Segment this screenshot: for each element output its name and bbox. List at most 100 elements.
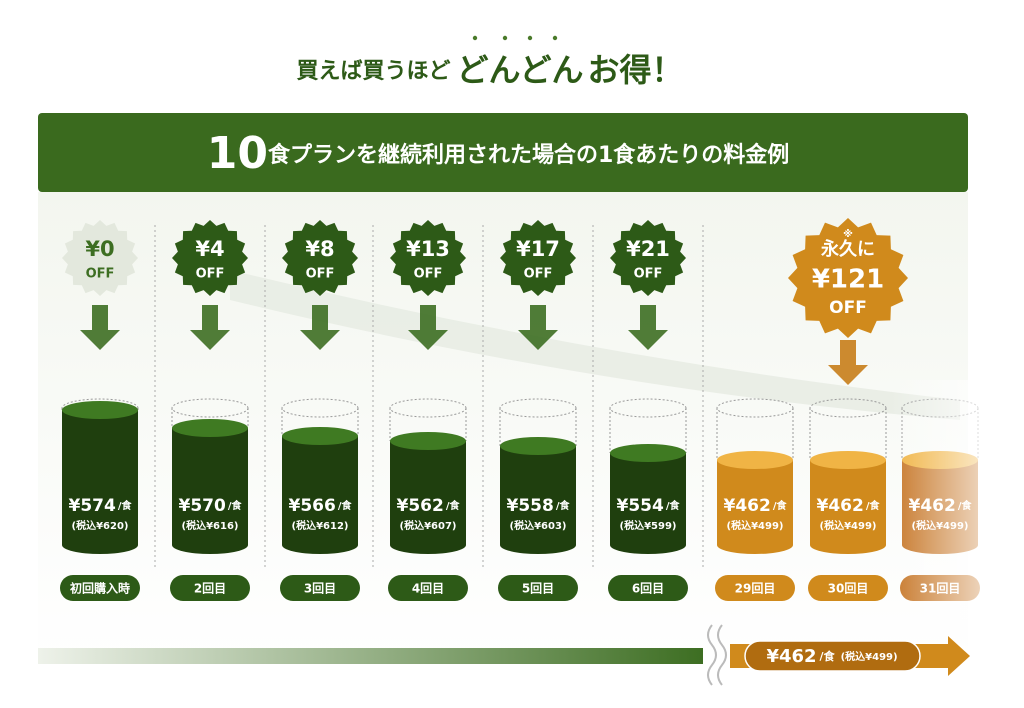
badge xyxy=(62,220,138,296)
badge-off: OFF xyxy=(196,267,225,282)
price-value: ¥566 xyxy=(289,496,336,516)
label-pill xyxy=(498,575,578,601)
label: 2回目 xyxy=(194,582,226,596)
price: ¥462/食 xyxy=(724,496,788,516)
badge xyxy=(500,220,576,296)
badge-note: ※ xyxy=(843,228,853,240)
badge-amount: ¥0 xyxy=(85,237,114,261)
label: 29回目 xyxy=(735,582,776,596)
liquid-top xyxy=(62,401,138,419)
price-unit: /食 xyxy=(556,499,571,512)
badge-off: OFF xyxy=(306,267,335,282)
liquid-top xyxy=(282,427,358,445)
label: 初回購入時 xyxy=(70,581,130,596)
price-unit: /食 xyxy=(338,499,353,512)
price-unit: /食 xyxy=(228,499,243,512)
label: 4回目 xyxy=(412,582,444,596)
price-tax: (税込¥616) xyxy=(182,519,239,532)
liquid xyxy=(717,460,793,554)
price-tax: (税込¥603) xyxy=(510,519,567,532)
down-arrow xyxy=(300,305,340,350)
footer-price: ¥462/食 (税込¥499) xyxy=(766,646,897,667)
badge-off: OFF xyxy=(86,267,115,282)
price-unit: /食 xyxy=(446,499,461,512)
liquid xyxy=(500,446,576,554)
price-value: ¥554 xyxy=(617,496,664,516)
banner xyxy=(38,113,968,192)
liquid xyxy=(172,428,248,554)
price-unit: /食 xyxy=(866,499,881,512)
badge xyxy=(788,218,908,338)
price: ¥574/食 xyxy=(69,496,133,516)
label: 3回目 xyxy=(304,582,336,596)
badge xyxy=(172,220,248,296)
price-tax: (税込¥607) xyxy=(400,519,457,532)
badge xyxy=(610,220,686,296)
liquid xyxy=(610,453,686,554)
badge xyxy=(390,220,466,296)
fade xyxy=(890,380,1024,620)
swoosh xyxy=(230,270,960,420)
label-pill xyxy=(808,575,888,601)
down-arrow xyxy=(190,305,230,350)
footer-pill xyxy=(744,640,921,672)
liquid-top xyxy=(717,451,793,469)
badge-amount: ¥13 xyxy=(406,237,450,261)
liquid xyxy=(810,460,886,554)
liquid-top xyxy=(172,419,248,437)
label-pill xyxy=(608,575,688,601)
badge xyxy=(282,220,358,296)
badge-off: OFF xyxy=(829,298,867,318)
price-value: ¥462 xyxy=(817,496,864,516)
price: ¥570/食 xyxy=(179,496,243,516)
down-arrow xyxy=(80,305,120,350)
badge-off: OFF xyxy=(634,267,663,282)
price-tax: (税込¥620) xyxy=(72,519,129,532)
label-pill xyxy=(170,575,250,601)
title-dots xyxy=(472,35,558,41)
label-pill xyxy=(280,575,360,601)
price-value: ¥558 xyxy=(507,496,554,516)
badge-prefix: 永久に xyxy=(820,238,875,260)
price: ¥558/食 xyxy=(507,496,571,516)
label: 30回目 xyxy=(828,582,869,596)
liquid xyxy=(62,410,138,554)
label-pill xyxy=(388,575,468,601)
label: 5回目 xyxy=(522,582,554,596)
price-value: ¥462 xyxy=(724,496,771,516)
label-pill xyxy=(60,575,140,601)
liquid-top xyxy=(390,432,466,450)
badge-amount: ¥8 xyxy=(305,237,334,261)
down-arrow xyxy=(628,305,668,350)
progress-bar xyxy=(38,648,703,664)
price-value: ¥574 xyxy=(69,496,116,516)
price-unit: /食 xyxy=(666,499,681,512)
down-arrow xyxy=(828,340,868,385)
badge-amount: ¥4 xyxy=(195,237,224,261)
price: ¥462/食 xyxy=(817,496,881,516)
liquid-top xyxy=(500,437,576,455)
price-value: ¥570 xyxy=(179,496,226,516)
banner-text: 10食プランを継続利用された場合の1食あたりの料金例 xyxy=(207,128,790,179)
price-value: ¥562 xyxy=(397,496,444,516)
liquid-top xyxy=(610,444,686,462)
liquid-top xyxy=(810,451,886,469)
price-tax: (税込¥599) xyxy=(620,519,677,532)
badge-amount: ¥121 xyxy=(812,265,884,295)
down-arrow xyxy=(408,305,448,350)
title: 買えば買うほど どんどん お得！ xyxy=(296,51,683,89)
badge-amount: ¥21 xyxy=(626,237,670,261)
liquid xyxy=(282,436,358,554)
price-unit: /食 xyxy=(773,499,788,512)
price: ¥562/食 xyxy=(397,496,461,516)
price-tax: (税込¥499) xyxy=(820,519,877,532)
price: ¥566/食 xyxy=(289,496,353,516)
badge-amount: ¥17 xyxy=(516,237,560,261)
price-unit: /食 xyxy=(118,499,133,512)
price-tax: (税込¥499) xyxy=(727,519,784,532)
liquid xyxy=(390,441,466,554)
price: ¥554/食 xyxy=(617,496,681,516)
price-tax: (税込¥612) xyxy=(292,519,349,532)
badge-off: OFF xyxy=(524,267,553,282)
label-pill xyxy=(715,575,795,601)
